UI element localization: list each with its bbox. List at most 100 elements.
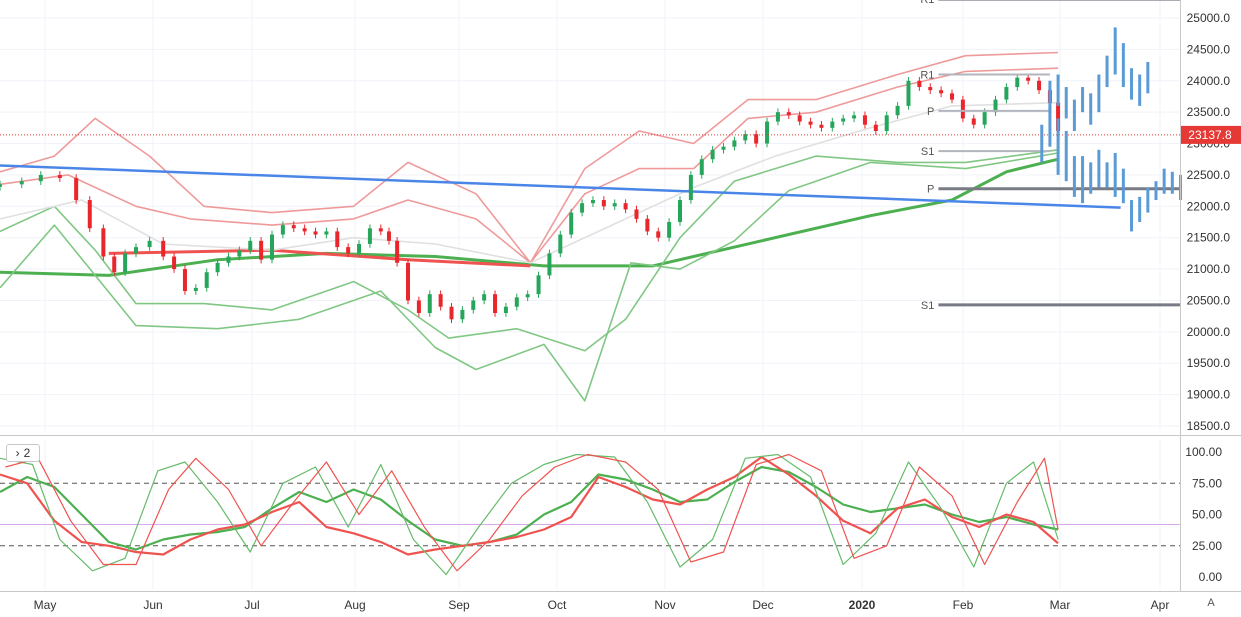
chevron-right-icon: › bbox=[15, 446, 20, 460]
candle-bullish bbox=[226, 256, 231, 263]
candle-bearish bbox=[449, 306, 454, 320]
pivot-label: S1 bbox=[921, 146, 934, 158]
trend-line bbox=[0, 164, 1121, 209]
candle-bullish bbox=[775, 112, 780, 122]
candle-bullish bbox=[427, 294, 432, 314]
candle-bearish bbox=[416, 300, 421, 314]
oscillator-line-0 bbox=[0, 465, 1059, 551]
auto-scale-button[interactable]: A bbox=[1207, 597, 1215, 609]
candle-bearish bbox=[57, 174, 62, 179]
price-series-line-1 bbox=[108, 248, 531, 268]
price-axis-tick: 20000.0 bbox=[1187, 325, 1231, 339]
candle-bearish bbox=[87, 200, 92, 229]
candle-bullish bbox=[280, 225, 285, 235]
candle-bullish bbox=[38, 174, 43, 182]
candle-bullish bbox=[19, 181, 24, 185]
candle-bullish bbox=[732, 140, 737, 147]
candle-bearish bbox=[74, 178, 79, 201]
time-axis-tick: 2020 bbox=[849, 598, 876, 612]
candle-bullish bbox=[612, 203, 617, 207]
candle-bearish bbox=[386, 231, 391, 241]
candle-bullish bbox=[547, 253, 552, 276]
candle-bullish bbox=[270, 234, 274, 260]
price-axis-tick: 23500.0 bbox=[1187, 105, 1231, 119]
candle-bearish bbox=[623, 203, 628, 210]
price-series-line-4 bbox=[0, 149, 1059, 352]
price-series-line-0 bbox=[0, 157, 1059, 277]
last-price-tag bbox=[1181, 125, 1241, 144]
oscillator-axis-tick: 0.00 bbox=[1199, 570, 1223, 584]
candle-bearish bbox=[172, 256, 177, 270]
candle-bullish bbox=[525, 294, 530, 298]
candle-bearish bbox=[1037, 80, 1042, 91]
candle-bullish bbox=[993, 99, 998, 113]
candle-bearish bbox=[928, 87, 933, 91]
oscillator-line-3 bbox=[5, 453, 1059, 572]
candle-bullish bbox=[906, 80, 911, 106]
candle-bearish bbox=[873, 124, 878, 131]
oscillator-line-2 bbox=[0, 453, 1059, 576]
candle-bearish bbox=[1056, 102, 1061, 131]
candle-bullish bbox=[765, 121, 770, 144]
candle-bullish bbox=[569, 212, 574, 235]
candle-bearish bbox=[960, 99, 965, 119]
candle-bullish bbox=[982, 112, 987, 125]
candle-bearish bbox=[797, 115, 802, 122]
candle-bullish bbox=[884, 115, 889, 131]
candle-bullish bbox=[743, 134, 748, 141]
price-axis-tick: 21500.0 bbox=[1187, 231, 1231, 245]
oscillator-line-1 bbox=[0, 455, 1059, 556]
time-axis-tick: Dec bbox=[752, 598, 773, 612]
candle-bullish bbox=[1015, 77, 1020, 88]
candle-bullish bbox=[667, 222, 672, 238]
last-price-label: 23137.8 bbox=[1188, 128, 1232, 142]
candle-bullish bbox=[852, 115, 857, 119]
candle-bullish bbox=[471, 300, 476, 310]
candle-bearish bbox=[656, 231, 661, 238]
candle-bullish bbox=[503, 306, 508, 314]
candle-bearish bbox=[335, 231, 340, 248]
time-axis-tick: Mar bbox=[1050, 598, 1071, 612]
oscillator-pane[interactable] bbox=[0, 453, 1180, 576]
candle-bullish bbox=[558, 234, 563, 254]
candle-bullish bbox=[204, 272, 209, 288]
pivot-label: P bbox=[927, 184, 934, 196]
candle-bearish bbox=[378, 228, 383, 232]
candle-bearish bbox=[862, 115, 867, 125]
time-axis-tick: Jul bbox=[244, 598, 259, 612]
candle-bearish bbox=[601, 200, 606, 207]
oscillator-legend-label: 2 bbox=[23, 446, 31, 460]
candle-bullish bbox=[134, 247, 138, 254]
candle-bullish bbox=[699, 159, 704, 175]
candle-bullish bbox=[590, 200, 595, 204]
time-axis-tick: Apr bbox=[1151, 598, 1170, 612]
candle-bullish bbox=[580, 203, 585, 213]
candle-bullish bbox=[0, 184, 2, 187]
price-pane[interactable]: R1 P S1 R1 P S1 bbox=[0, 0, 1182, 402]
time-axis-tick: Oct bbox=[548, 598, 567, 612]
candle-bullish bbox=[357, 243, 362, 254]
price-axis-tick: 22500.0 bbox=[1187, 168, 1231, 182]
candle-bearish bbox=[634, 209, 639, 219]
pivot-label: R1 bbox=[920, 69, 934, 81]
price-series-line-6 bbox=[0, 101, 1059, 264]
oscillator-axis-tick: 25.00 bbox=[1192, 539, 1222, 553]
candle-bearish bbox=[939, 90, 944, 94]
candle-bearish bbox=[346, 247, 351, 254]
oscillator-legend-toggle[interactable]: › 2 bbox=[6, 444, 40, 462]
candle-bullish bbox=[482, 294, 487, 301]
price-axis-tick: 24000.0 bbox=[1187, 74, 1231, 88]
oscillator-axis-tick: 100.00 bbox=[1185, 445, 1222, 459]
candle-bullish bbox=[710, 149, 715, 160]
candle-bearish bbox=[786, 112, 791, 116]
candle-bearish bbox=[406, 262, 410, 301]
grid bbox=[0, 0, 1180, 590]
candle-bullish bbox=[841, 118, 846, 122]
oscillator-axis-tick: 75.00 bbox=[1192, 476, 1222, 490]
candle-bullish bbox=[514, 297, 519, 307]
candle-bearish bbox=[645, 218, 650, 232]
time-axis-tick: May bbox=[34, 598, 57, 612]
price-axis-tick: 19500.0 bbox=[1187, 356, 1231, 370]
